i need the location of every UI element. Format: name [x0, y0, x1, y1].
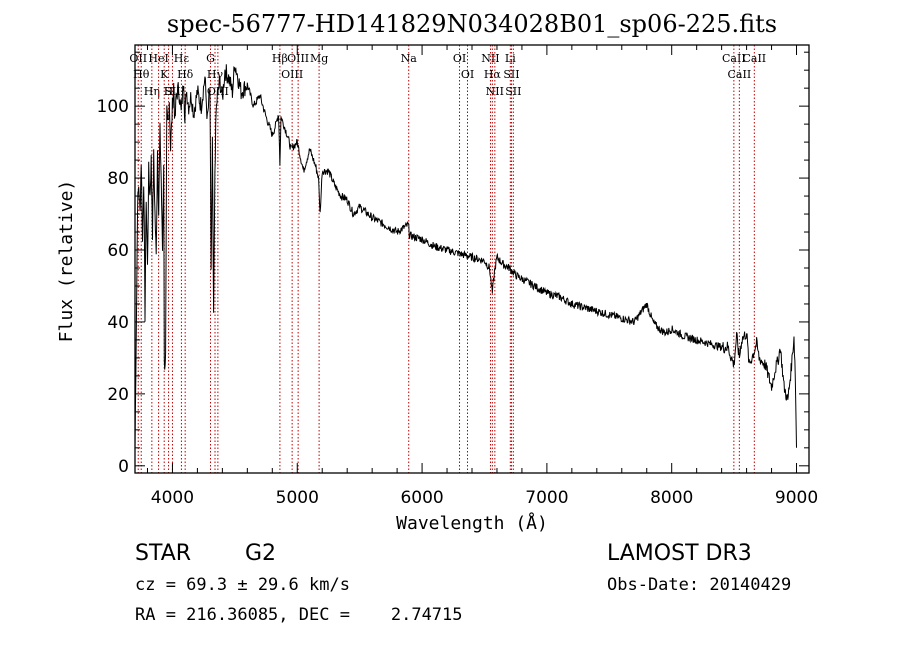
- line-marker-label-2: Hη: [144, 85, 160, 98]
- x-axis-label: Wavelength (Å): [396, 512, 548, 534]
- x-tick-label-2: 6000: [400, 488, 443, 508]
- line-marker-label-12: Hβ: [272, 52, 288, 65]
- line-marker-label-22: Li: [505, 52, 516, 65]
- x-tick-label-4: 8000: [650, 488, 693, 508]
- spectrum-series: [134, 64, 797, 449]
- x-tick-label-3: 7000: [525, 488, 568, 508]
- line-marker-label-17: OI: [453, 52, 466, 65]
- y-tick-label-1: 20: [107, 385, 129, 405]
- y-tick-label-2: 40: [107, 313, 129, 333]
- x-tick-label-1: 5000: [276, 488, 319, 508]
- line-marker-label-27: CaII: [742, 52, 766, 65]
- survey-label: LAMOST DR3: [607, 541, 752, 566]
- line-marker-label-3: HeI: [148, 52, 168, 65]
- line-marker-label-25: CaII: [722, 52, 746, 65]
- class-label: STAR: [135, 541, 191, 566]
- line-marker-label-18: OI: [461, 68, 474, 81]
- line-marker-label-19: NII: [481, 52, 499, 65]
- redshift-text: cz = 69.3 ± 29.6 km/s: [135, 575, 350, 595]
- line-marker-label-20: Hα: [484, 68, 502, 81]
- y-tick-label-5: 100: [97, 97, 129, 117]
- line-marker-label-10: Hγ: [207, 68, 224, 81]
- line-marker-label-7: Hε: [174, 52, 190, 65]
- obs-date-text: Obs-Date: 20140429: [607, 575, 791, 595]
- y-tick-label-0: 0: [118, 457, 129, 477]
- x-tick-label-5: 9000: [775, 488, 818, 508]
- line-marker-label-21: NII: [486, 85, 504, 98]
- x-tick-label-0: 4000: [151, 488, 194, 508]
- subclass-label: G2: [245, 541, 276, 566]
- line-marker-label-14: OIII: [287, 52, 309, 65]
- line-marker-label-0: OII: [129, 52, 147, 65]
- y-axis-label: Flux (relative): [56, 180, 77, 343]
- y-tick-label-3: 60: [107, 241, 129, 261]
- line-marker-label-16: Na: [401, 52, 418, 65]
- chart-title: spec-56777-HD141829N034028B01_sp06-225.f…: [167, 10, 777, 38]
- line-marker-label-8: Hδ: [177, 68, 194, 81]
- line-marker-label-26: CaII: [728, 68, 752, 81]
- line-marker-label-9: G: [206, 52, 215, 65]
- line-marker-label-23: SII: [503, 68, 519, 81]
- coordinates-text: RA = 216.36085, DEC = 2.74715: [135, 605, 463, 625]
- spectrum-line: [134, 64, 797, 449]
- y-tick-label-4: 80: [107, 169, 129, 189]
- line-marker-label-1: Hθ: [133, 68, 150, 81]
- axes: 4000 5000 6000 7000 8000 9000 0 20 40 60 80 100: [97, 45, 818, 508]
- line-marker-label-15: Mg: [310, 52, 328, 65]
- line-marker-label-4: K: [160, 68, 169, 81]
- line-marker-label-13: OIII: [281, 68, 303, 81]
- line-marker-label-24: SII: [505, 85, 521, 98]
- line-marker-label-5: H: [164, 85, 174, 98]
